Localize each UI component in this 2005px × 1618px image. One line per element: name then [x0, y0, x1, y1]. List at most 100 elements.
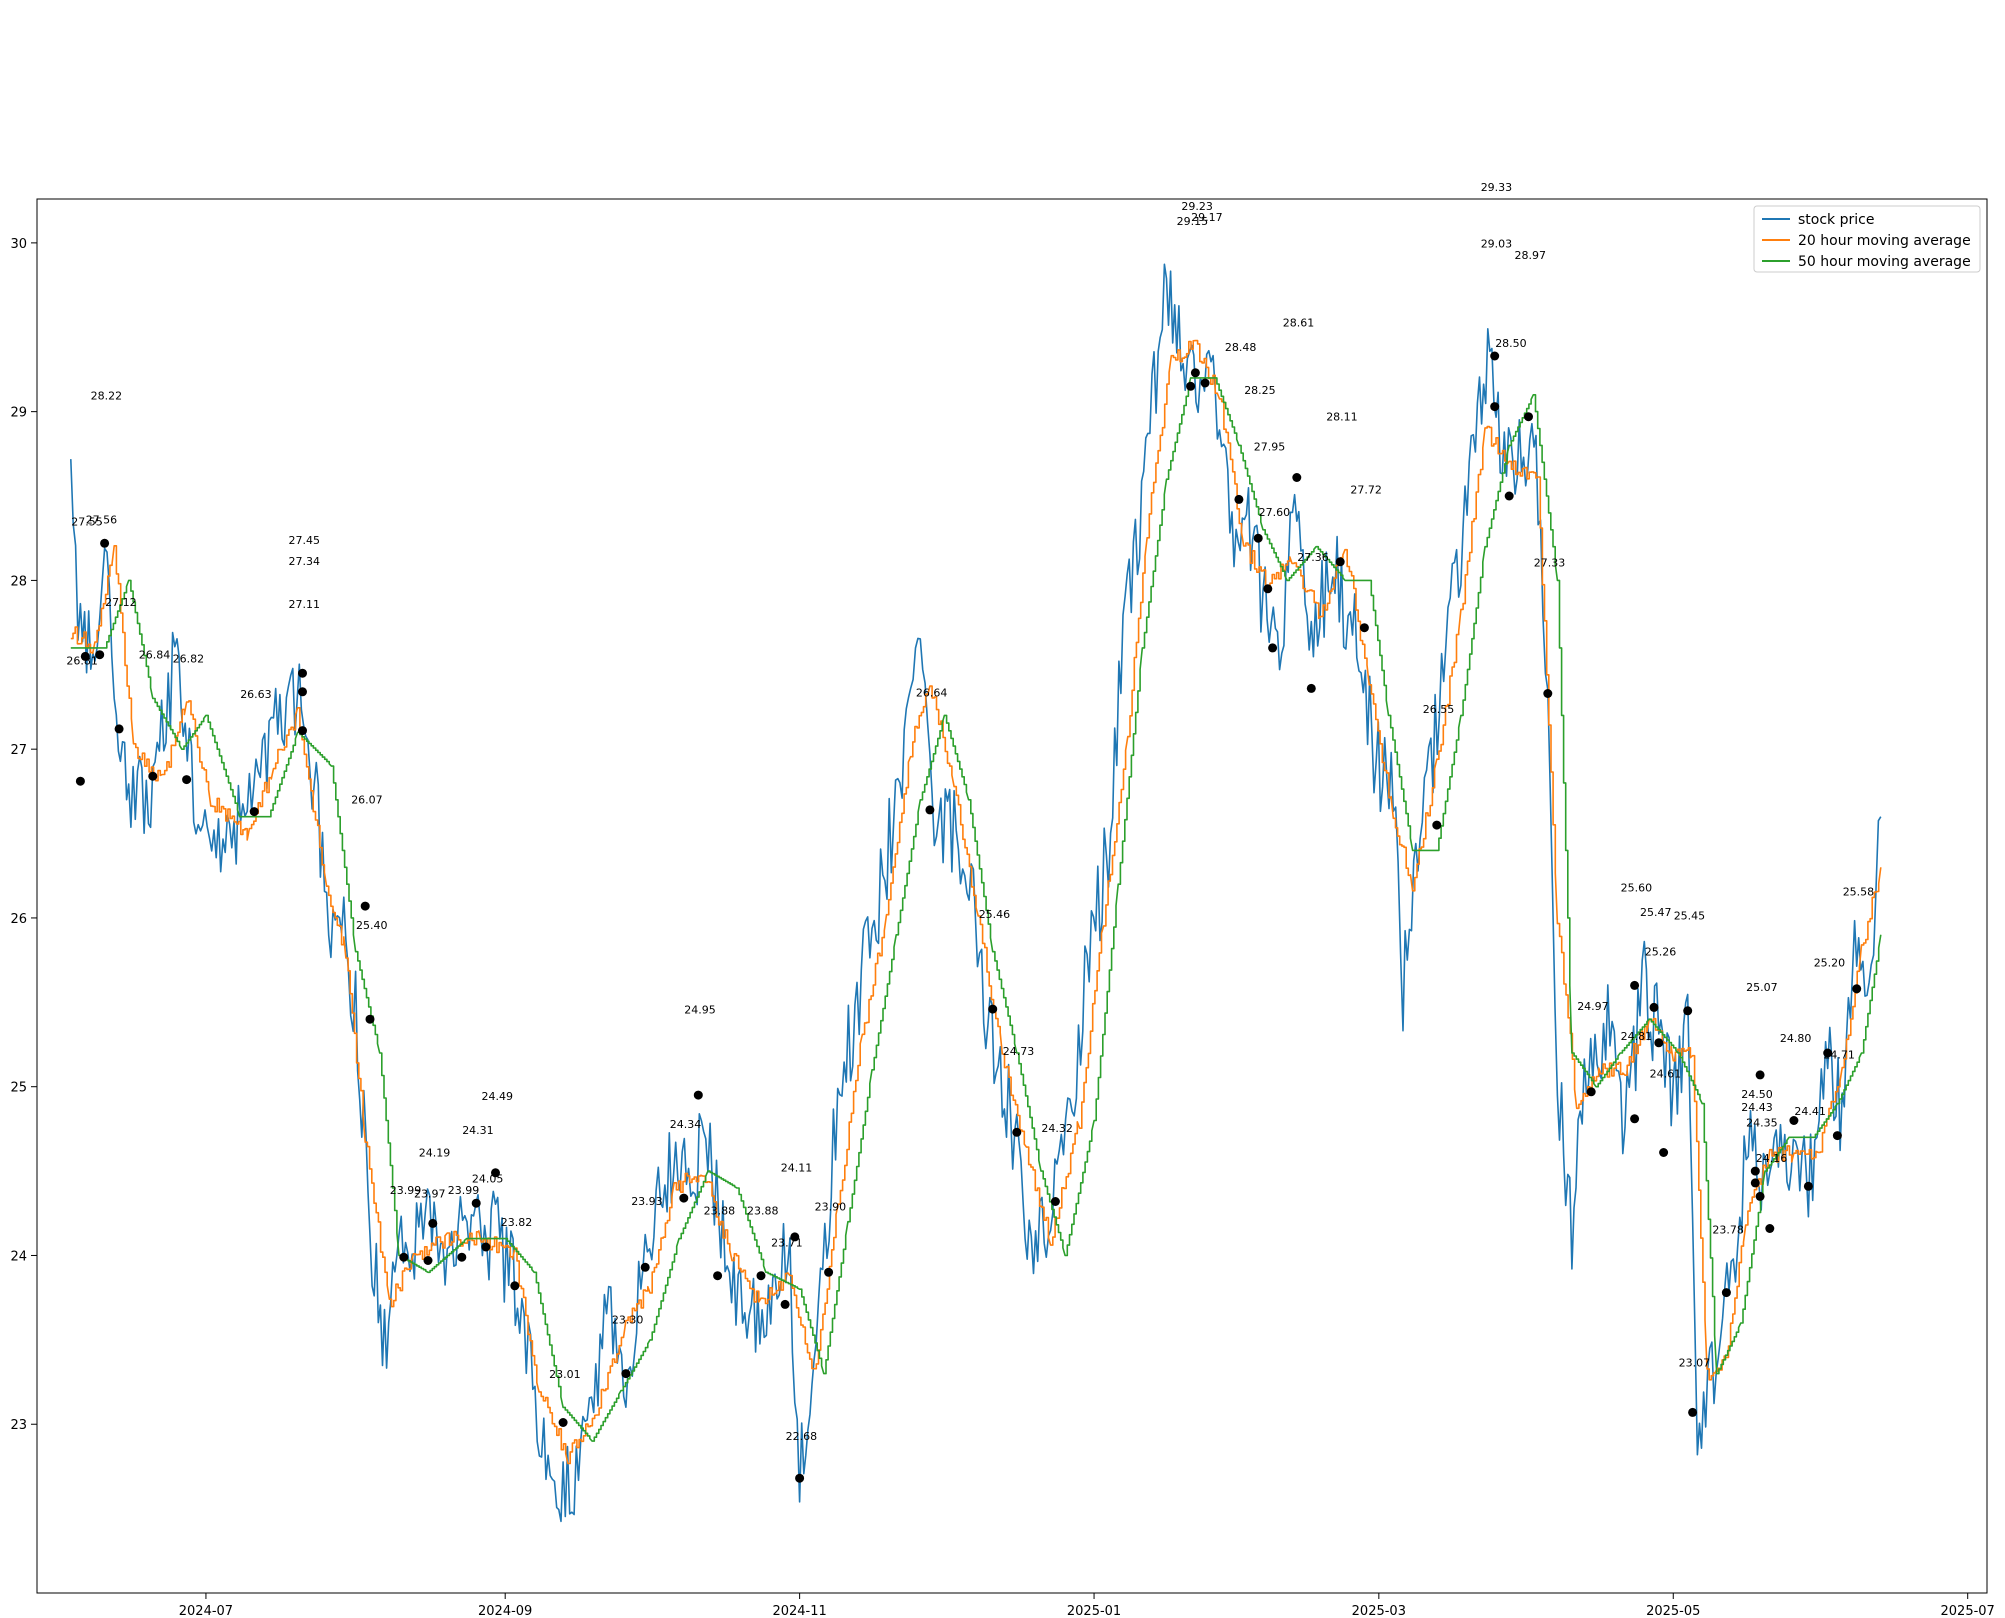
- price-marker: [1832, 1131, 1842, 1141]
- price-label: 24.50: [1741, 1088, 1773, 1101]
- price-label: 25.26: [1645, 945, 1677, 958]
- price-marker: [114, 724, 124, 734]
- price-marker: [423, 1256, 433, 1265]
- legend-label: stock price: [1798, 212, 1874, 228]
- price-marker: [510, 1281, 520, 1291]
- ma20-line: [70, 339, 1882, 1465]
- axes-frame: [36, 198, 1988, 1594]
- price-label: 24.97: [1577, 1000, 1609, 1013]
- price-marker: [80, 651, 90, 661]
- price-marker: [1490, 351, 1500, 361]
- price-label: 24.34: [670, 1118, 702, 1131]
- price-marker: [1504, 491, 1514, 501]
- price-marker: [1750, 1166, 1760, 1176]
- price-label: 23.88: [704, 1205, 736, 1218]
- price-label: 26.81: [66, 654, 98, 667]
- price-marker: [249, 807, 259, 817]
- price-label: 29.03: [1481, 238, 1513, 251]
- y-tick-label: 23: [10, 1418, 27, 1433]
- price-marker: [1823, 1048, 1833, 1058]
- price-marker: [1012, 1127, 1022, 1137]
- price-marker: [1524, 412, 1533, 422]
- price-label: 23.99: [448, 1184, 480, 1197]
- price-marker: [1292, 473, 1302, 482]
- price-marker: [693, 1090, 703, 1100]
- price-marker: [182, 775, 192, 785]
- price-marker: [756, 1271, 766, 1281]
- price-marker: [1803, 1181, 1813, 1191]
- price-label: 29.23: [1181, 200, 1213, 213]
- y-axis: 23 24 25 26 27 28 29 30: [10, 237, 37, 1433]
- price-label: 26.82: [173, 653, 205, 666]
- price-label: 24.11: [781, 1161, 813, 1174]
- price-label: 27.55: [71, 515, 103, 528]
- price-marker: [1630, 980, 1640, 990]
- price-marker: [471, 1198, 481, 1208]
- price-marker: [298, 668, 307, 678]
- price-label: 24.81: [1621, 1030, 1653, 1043]
- price-marker: [365, 1014, 375, 1024]
- price-marker: [457, 1252, 467, 1262]
- price-label: 23.71: [771, 1236, 803, 1249]
- x-tick-label: 2025-01: [1067, 1604, 1121, 1618]
- price-label: 28.97: [1515, 249, 1547, 262]
- price-marker: [1659, 1148, 1669, 1157]
- price-label: 26.84: [139, 649, 171, 662]
- y-tick-label: 26: [10, 912, 27, 927]
- price-label: 23.97: [414, 1188, 446, 1201]
- price-marker: [780, 1299, 790, 1309]
- price-marker: [1490, 402, 1500, 412]
- price-marker: [1755, 1191, 1765, 1201]
- price-marker: [148, 771, 158, 781]
- price-marker: [1765, 1224, 1775, 1233]
- price-label: 23.88: [747, 1205, 779, 1218]
- price-marker: [1688, 1407, 1698, 1417]
- price-label: 28.11: [1326, 410, 1358, 423]
- price-marker: [1789, 1116, 1799, 1125]
- price-label: 24.73: [1003, 1045, 1035, 1058]
- price-label: 27.56: [86, 514, 118, 527]
- price-marker: [1683, 1006, 1693, 1016]
- price-label: 23.99: [390, 1184, 422, 1197]
- legend-label: 20 hour moving average: [1798, 233, 1971, 249]
- price-label: 26.55: [1423, 703, 1455, 716]
- price-marker: [1234, 494, 1244, 504]
- x-tick-label: 2024-09: [478, 1604, 532, 1618]
- price-label: 27.60: [1259, 506, 1291, 519]
- price-label: 27.36: [1297, 551, 1329, 564]
- y-tick-label: 27: [10, 743, 27, 758]
- price-label: 27.12: [105, 596, 137, 609]
- price-marker: [95, 650, 105, 660]
- price-marker: [481, 1242, 491, 1252]
- price-label: 24.41: [1794, 1105, 1826, 1118]
- price-label: 29.33: [1481, 181, 1513, 194]
- price-label: 24.61: [1650, 1067, 1682, 1080]
- price-marker: [1432, 820, 1442, 830]
- price-marker: [1306, 683, 1316, 693]
- price-label: 25.46: [979, 908, 1011, 921]
- price-marker: [679, 1193, 689, 1203]
- price-label: 25.45: [1674, 910, 1706, 923]
- price-label: 24.31: [462, 1124, 494, 1137]
- price-label: 27.95: [1254, 440, 1286, 453]
- price-marker: [100, 538, 110, 548]
- x-tick-label: 2025-07: [1941, 1604, 1995, 1618]
- price-label: 27.33: [1534, 557, 1566, 570]
- price-label: 25.47: [1640, 906, 1672, 919]
- price-label: 26.07: [351, 793, 383, 806]
- price-marker: [399, 1252, 409, 1262]
- price-label: 23.78: [1712, 1223, 1744, 1236]
- x-tick-label: 2025-05: [1646, 1604, 1700, 1618]
- price-marker: [824, 1267, 834, 1277]
- price-label: 23.82: [501, 1216, 533, 1229]
- y-tick-label: 30: [10, 237, 27, 252]
- price-label: 23.01: [549, 1368, 581, 1381]
- price-marker: [790, 1232, 800, 1242]
- price-label: 27.72: [1350, 484, 1382, 497]
- price-label: 24.05: [472, 1173, 504, 1186]
- y-tick-label: 25: [10, 1081, 27, 1096]
- plot-area: [70, 263, 1882, 1523]
- price-label: 25.40: [356, 919, 388, 932]
